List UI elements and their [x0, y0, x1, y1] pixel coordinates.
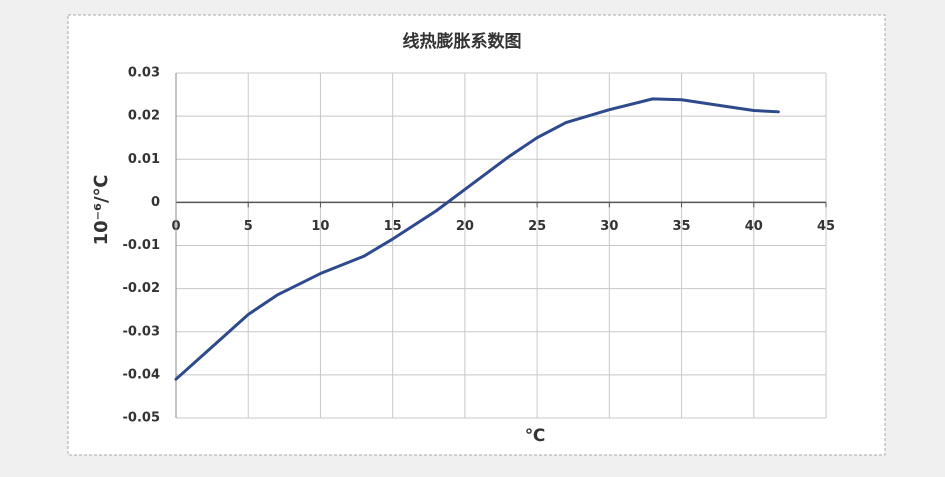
y-axis-label: 10⁻⁶/℃ [91, 175, 112, 246]
x-tick-label: 5 [244, 219, 253, 234]
y-tick-label: 0 [151, 195, 160, 210]
x-tick-label: 25 [528, 219, 546, 234]
x-tick-label: 30 [600, 219, 618, 234]
x-tick-label: 45 [817, 219, 835, 234]
y-tick-label: -0.03 [123, 324, 160, 339]
y-tick-label: -0.05 [123, 411, 160, 426]
x-tick-label: 10 [311, 219, 329, 234]
data-line [174, 97, 780, 381]
chart-frame [67, 14, 886, 456]
x-tick-label: 15 [384, 219, 402, 234]
y-tick-label: 0.02 [128, 109, 160, 124]
x-axis-label: ℃ [525, 426, 546, 446]
y-tick-label: -0.02 [123, 281, 160, 296]
y-tick-label: 0.01 [128, 152, 160, 167]
y-tick-label: -0.01 [123, 238, 160, 253]
chart-title: 线热膨胀系数图 [403, 31, 522, 52]
x-tick-label: 40 [745, 219, 763, 234]
x-tick-label: 20 [456, 219, 474, 234]
y-tick-label: 0.03 [128, 66, 160, 81]
x-tick-label: 35 [673, 219, 691, 234]
y-tick-label: -0.04 [123, 367, 160, 382]
